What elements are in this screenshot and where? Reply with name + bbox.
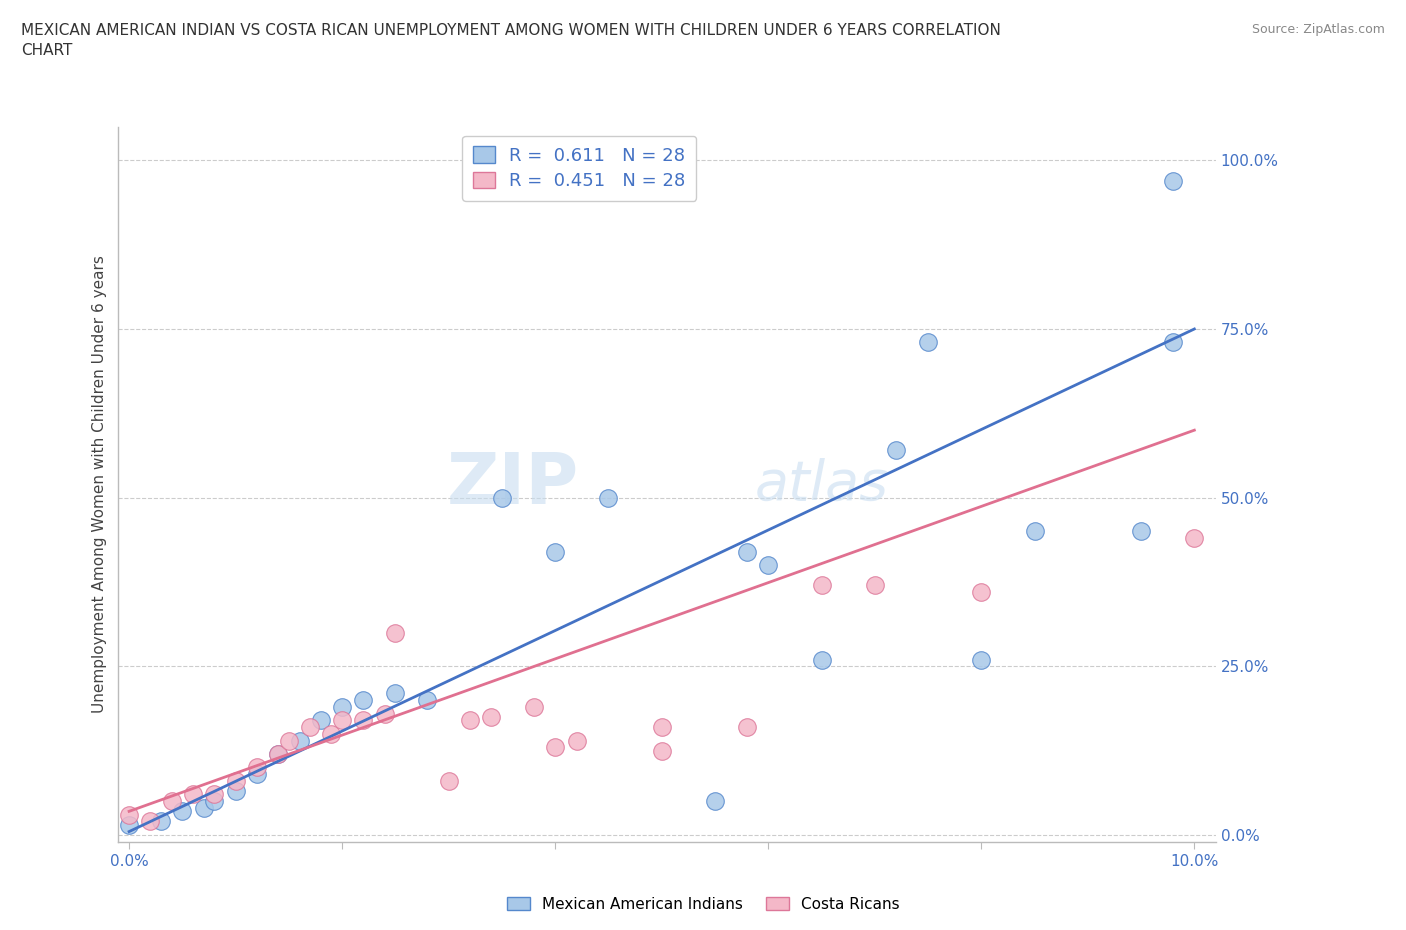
Point	[735, 544, 758, 559]
Point	[352, 712, 374, 727]
Point	[970, 585, 993, 600]
Point	[1161, 173, 1184, 188]
Point	[384, 625, 406, 640]
Point	[246, 767, 269, 782]
Point	[565, 733, 588, 748]
Point	[202, 787, 225, 802]
Point	[756, 558, 779, 573]
Point	[651, 743, 673, 758]
Point	[735, 720, 758, 735]
Point	[160, 794, 183, 809]
Point	[1161, 335, 1184, 350]
Point	[810, 578, 832, 592]
Point	[1130, 524, 1153, 538]
Point	[544, 739, 567, 754]
Point	[299, 720, 322, 735]
Y-axis label: Unemployment Among Women with Children Under 6 years: Unemployment Among Women with Children U…	[93, 255, 107, 713]
Point	[491, 490, 513, 505]
Point	[704, 794, 727, 809]
Point	[267, 747, 290, 762]
Point	[1182, 531, 1205, 546]
Text: ZIP: ZIP	[447, 449, 579, 519]
Point	[118, 807, 141, 822]
Text: Source: ZipAtlas.com: Source: ZipAtlas.com	[1251, 23, 1385, 36]
Text: atlas: atlas	[755, 458, 889, 511]
Point	[202, 794, 225, 809]
Point	[225, 784, 247, 799]
Point	[139, 814, 162, 829]
Point	[1024, 524, 1046, 538]
Point	[288, 733, 311, 748]
Point	[479, 710, 502, 724]
Legend: R =  0.611   N = 28, R =  0.451   N = 28: R = 0.611 N = 28, R = 0.451 N = 28	[463, 136, 696, 201]
Point	[970, 652, 993, 667]
Point	[863, 578, 886, 592]
Point	[437, 774, 460, 789]
Point	[267, 747, 290, 762]
Point	[330, 712, 353, 727]
Point	[651, 720, 673, 735]
Point	[884, 443, 907, 458]
Point	[172, 804, 194, 818]
Legend: Mexican American Indians, Costa Ricans: Mexican American Indians, Costa Ricans	[501, 890, 905, 918]
Point	[374, 706, 396, 721]
Point	[917, 335, 939, 350]
Point	[321, 726, 343, 741]
Point	[810, 652, 832, 667]
Point	[193, 801, 215, 816]
Point	[523, 699, 546, 714]
Point	[309, 712, 332, 727]
Point	[246, 760, 269, 775]
Point	[544, 544, 567, 559]
Point	[384, 685, 406, 700]
Text: MEXICAN AMERICAN INDIAN VS COSTA RICAN UNEMPLOYMENT AMONG WOMEN WITH CHILDREN UN: MEXICAN AMERICAN INDIAN VS COSTA RICAN U…	[21, 23, 1001, 58]
Point	[330, 699, 353, 714]
Point	[352, 693, 374, 708]
Point	[225, 774, 247, 789]
Point	[118, 817, 141, 832]
Point	[416, 693, 439, 708]
Point	[598, 490, 620, 505]
Point	[458, 712, 481, 727]
Point	[277, 733, 299, 748]
Point	[181, 787, 204, 802]
Point	[150, 814, 173, 829]
